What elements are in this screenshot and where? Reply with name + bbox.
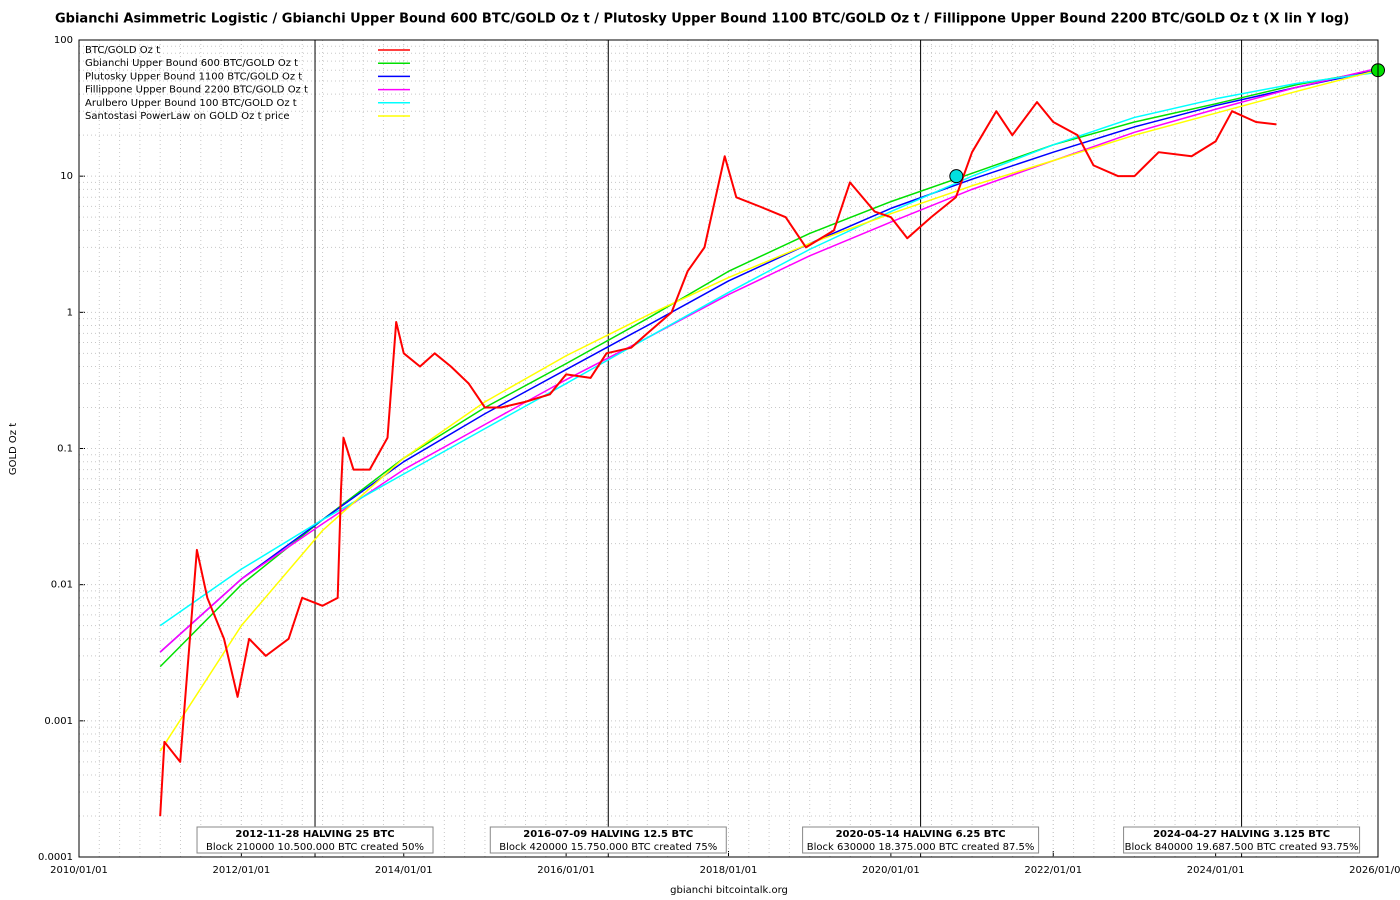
legend-label: Santostasi PowerLaw on GOLD Oz t price [85,111,290,122]
x-tick-label: 2012/01/01 [213,865,271,876]
legend-label: Gbianchi Upper Bound 600 BTC/GOLD Oz t [85,58,298,69]
plot-frame [78,39,1379,858]
x-tick-label: 2018/01/01 [700,865,758,876]
x-tick-label: 2022/01/01 [1024,865,1082,876]
x-tick-label: 2026/01/01 [1349,865,1400,876]
marker [949,169,964,184]
halving-box [196,826,434,854]
halving-detail: Block 420000 15.750.000 BTC created 75% [499,842,717,853]
x-axis-label: gbianchi bitcointalk.org [670,885,788,896]
series-line [159,69,1379,752]
halving-box [1123,826,1361,854]
series-line [159,101,1277,817]
legend-label: Arulbero Upper Bound 100 BTC/GOLD Oz t [85,98,297,109]
y-tick-label: 10 [60,171,73,182]
series-line [159,71,1379,627]
y-tick-label: 0.01 [51,580,73,591]
x-tick-label: 2024/01/01 [1187,865,1245,876]
series-line [159,69,1379,668]
y-tick-label: 100 [54,35,73,46]
halving-box [489,826,727,854]
legend-label: Plutosky Upper Bound 1100 BTC/GOLD Oz t [85,71,302,82]
x-tick-label: 2010/01/01 [50,865,108,876]
x-tick-label: 2016/01/01 [537,865,595,876]
y-tick-label: 0.0001 [38,852,73,863]
halving-box [802,826,1040,854]
chart-title: Gbianchi Asimmetric Logistic / Gbianchi … [55,12,1349,27]
halving-detail: Block 840000 19.687.500 BTC created 93.7… [1125,842,1359,853]
halving-detail: Block 630000 18.375.000 BTC created 87.5… [807,842,1035,853]
legend-label: BTC/GOLD Oz t [85,45,160,56]
halving-label: 2020-05-14 HALVING 6.25 BTC [836,829,1006,840]
y-axis-label: GOLD Oz t [8,423,19,475]
series-line [159,69,1379,653]
halving-label: 2016-07-09 HALVING 12.5 BTC [523,829,693,840]
halving-label: 2012-11-28 HALVING 25 BTC [235,829,394,840]
halving-label: 2024-04-27 HALVING 3.125 BTC [1153,829,1330,840]
y-tick-label: 1 [67,307,73,318]
halving-detail: Block 210000 10.500.000 BTC created 50% [206,842,424,853]
y-tick-label: 0.001 [44,716,73,727]
x-tick-label: 2020/01/01 [862,865,920,876]
legend-label: Fillippone Upper Bound 2200 BTC/GOLD Oz … [85,85,308,96]
y-tick-label: 0.1 [57,444,73,455]
x-tick-label: 2014/01/01 [375,865,433,876]
